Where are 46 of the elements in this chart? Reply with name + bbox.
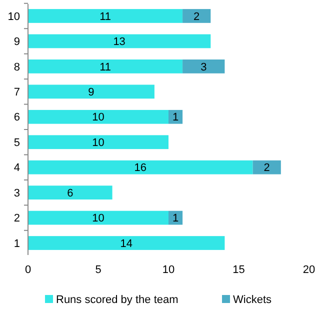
data-label: 6 (67, 187, 74, 200)
x-tick-label: 20 (302, 264, 316, 276)
x-tick-label: 5 (95, 264, 102, 276)
data-label: 2 (264, 162, 270, 174)
data-label: 2 (194, 10, 200, 23)
legend-label: Runs scored by the team (56, 294, 178, 306)
data-label: 10 (92, 212, 104, 225)
bar (182, 9, 211, 23)
y-tick-label: 8 (14, 61, 20, 74)
bar (168, 110, 183, 124)
x-tick-label: 10 (162, 264, 175, 276)
bar (28, 135, 168, 150)
legend-label: Wickets (233, 294, 272, 306)
data-label: 3 (200, 61, 207, 74)
bar (182, 60, 225, 74)
bar (28, 34, 211, 48)
y-tick-label: 1 (14, 238, 20, 250)
x-tick-label: 15 (232, 264, 245, 276)
bar (28, 186, 112, 200)
data-label: 1 (172, 212, 179, 225)
y-tick-label: 9 (14, 36, 20, 48)
bar (28, 110, 168, 124)
bar (28, 160, 253, 174)
data-label: 10 (92, 136, 104, 149)
data-label: 11 (100, 61, 111, 74)
bar (252, 160, 281, 174)
bar (28, 210, 168, 225)
y-tick-label: 6 (14, 112, 20, 124)
x-tick-label: 0 (24, 264, 32, 276)
data-label: 9 (88, 86, 94, 99)
data-label: 11 (100, 10, 111, 23)
bar (28, 84, 154, 99)
data-label: 10 (92, 112, 104, 124)
bar (28, 9, 183, 23)
bar (28, 60, 183, 74)
y-tick-label: 5 (14, 136, 20, 149)
data-label: 13 (113, 36, 126, 48)
y-tick-label: 7 (14, 86, 20, 99)
bar (28, 236, 225, 250)
y-tick-label: 10 (8, 10, 20, 23)
y-tick-label: 2 (14, 212, 20, 225)
data-label: 16 (134, 162, 147, 174)
data-label: 1 (172, 112, 179, 124)
y-tick-label: 4 (14, 162, 20, 174)
data-label: 14 (120, 238, 132, 250)
y-tick-label: 3 (14, 187, 20, 200)
